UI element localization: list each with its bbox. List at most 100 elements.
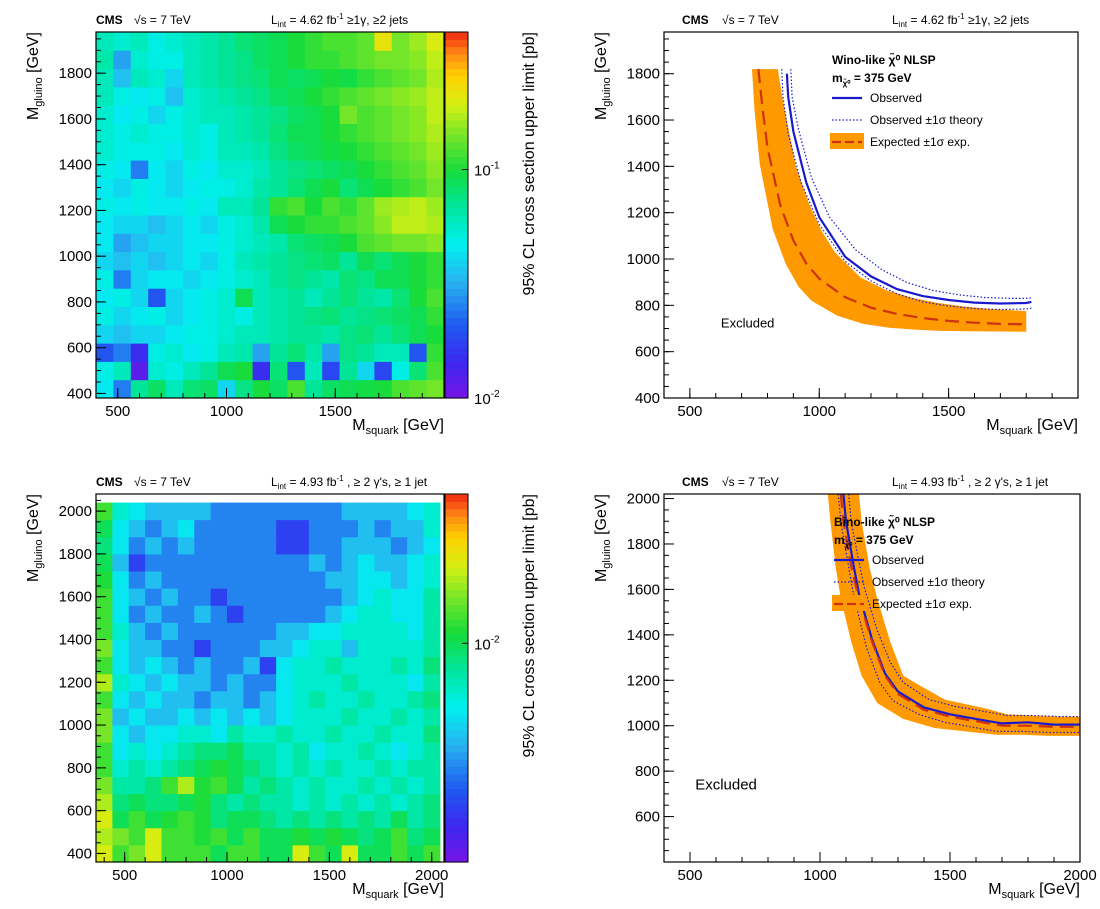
- heatmap-cell: [426, 306, 444, 326]
- series-observed-1-theory: [781, 69, 1032, 311]
- heatmap-cell: [407, 622, 425, 640]
- heatmap-cell: [96, 141, 114, 161]
- heatmap-cell: [423, 742, 441, 760]
- heatmap-cell: [235, 196, 254, 216]
- heatmap-cell: [96, 605, 113, 623]
- heatmap-cell: [252, 196, 271, 216]
- heatmap-cell: [113, 86, 132, 106]
- heatmap-cell: [113, 32, 132, 51]
- heatmap-cell: [200, 361, 219, 381]
- heatmap-cell: [177, 639, 195, 658]
- heatmap-cell: [112, 810, 130, 829]
- y-tick-label: 1400: [59, 157, 92, 174]
- heatmap-cell: [145, 656, 163, 675]
- heatmap-cell: [130, 361, 149, 381]
- heatmap-cell: [270, 105, 288, 124]
- colorbar-segment: [445, 163, 468, 172]
- heatmap-cell: [161, 519, 179, 538]
- heatmap-cell: [113, 324, 132, 344]
- y-tick-label: 1000: [627, 718, 660, 735]
- heatmap-cell: [243, 725, 261, 743]
- heatmap-cell: [194, 707, 212, 726]
- heatmap-cell: [341, 776, 359, 795]
- x-tick-label: 1000: [803, 403, 836, 420]
- heatmap-cell: [183, 324, 201, 344]
- y-tick-label: 600: [635, 809, 660, 826]
- heatmap-cell: [235, 160, 254, 179]
- heatmap-cell: [276, 827, 294, 846]
- heatmap-cell: [322, 306, 341, 326]
- heatmap-cell: [145, 673, 163, 692]
- heatmap-cell: [200, 178, 219, 198]
- heatmap-cell: [96, 536, 113, 555]
- heatmap-cell: [322, 123, 341, 143]
- heatmap-cell: [270, 141, 288, 161]
- heatmap-cell: [112, 519, 130, 538]
- heatmap-cell: [409, 50, 428, 70]
- plot-frame: [663, 31, 1079, 399]
- heatmap-cell: [259, 793, 277, 812]
- heatmap-cell: [391, 215, 410, 234]
- colorbar-segment: [445, 141, 468, 150]
- heatmap-cell: [148, 251, 167, 271]
- heatmap-cell: [423, 793, 441, 812]
- x-axis-title: Msquark [GeV]: [352, 881, 444, 901]
- heatmap-cell: [227, 810, 244, 829]
- heatmap-cell: [252, 251, 271, 271]
- heatmap-cell: [325, 793, 343, 812]
- heatmap-cell: [227, 673, 244, 692]
- heatmap-cell: [210, 622, 228, 640]
- heatmap-cell: [341, 827, 359, 846]
- heatmap-cell: [390, 639, 408, 658]
- heatmap-cell: [325, 588, 343, 606]
- heatmap-cell: [358, 776, 375, 795]
- heatmap-cell: [341, 690, 359, 709]
- heatmap-cell: [243, 844, 261, 862]
- heatmap-cell: [357, 141, 375, 161]
- heatmap-cell: [200, 105, 219, 124]
- heatmap-cell: [161, 553, 179, 572]
- colorbar-segment: [445, 317, 468, 326]
- heatmap-cell: [177, 553, 195, 572]
- heatmap-cell: [259, 759, 277, 777]
- heatmap-cell: [308, 519, 326, 538]
- heatmap-cell: [287, 141, 306, 161]
- heatmap-cell: [235, 215, 254, 234]
- heatmap-cell: [287, 86, 306, 106]
- heatmap-cell: [259, 707, 277, 726]
- x-axis-title: Msquark [GeV]: [352, 417, 444, 437]
- heatmap-cell: [287, 343, 306, 362]
- heatmap-cell: [308, 605, 326, 623]
- heatmap-cell: [243, 707, 261, 726]
- heatmap-cell: [391, 68, 410, 88]
- heatmap-cell: [322, 160, 341, 179]
- heatmap-cell: [200, 196, 219, 216]
- heatmap-cell: [161, 536, 179, 555]
- heatmap-cell: [96, 553, 113, 572]
- x-tick-label: 1500: [932, 403, 965, 420]
- colorbar-segment: [445, 266, 468, 275]
- heatmap-cell: [96, 810, 113, 829]
- heatmap-cell: [130, 141, 149, 161]
- heatmap-cell: [423, 759, 441, 777]
- heatmap-cell: [217, 68, 236, 88]
- heatmap-cell: [128, 673, 146, 692]
- heatmap-cell: [390, 656, 408, 675]
- heatmap-cell: [112, 759, 130, 777]
- heatmap-cell: [407, 553, 425, 572]
- heatmap-cell: [235, 343, 254, 362]
- heatmap-cell: [339, 288, 358, 307]
- chart-4: 500 1000 1500 2000 600 800 1000 1200 1400 1600 180…: [593, 474, 1097, 901]
- heatmap-cell: [243, 639, 261, 658]
- heatmap-cell: [112, 742, 130, 760]
- heatmap-cell: [165, 160, 184, 179]
- heatmap-cell: [374, 553, 392, 572]
- colorbar-segment: [445, 545, 468, 554]
- heatmap-cell: [426, 178, 444, 198]
- heatmap-cell: [374, 810, 392, 829]
- colorbar-segment: [445, 222, 468, 231]
- heatmap-cell: [308, 536, 326, 555]
- heatmap-cell: [148, 288, 167, 307]
- heatmap-cell: [426, 105, 444, 124]
- colorbar-segment: [445, 810, 468, 819]
